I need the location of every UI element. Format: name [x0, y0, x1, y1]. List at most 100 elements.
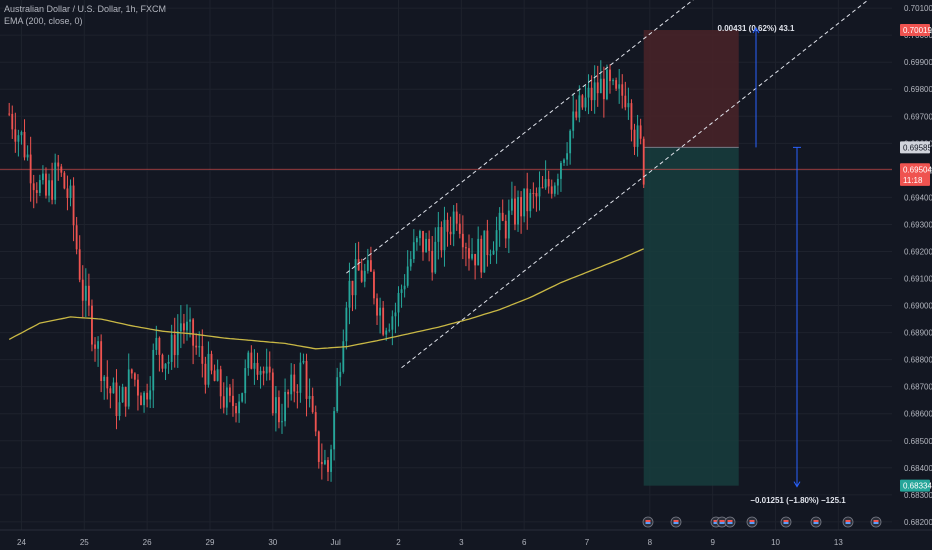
time-tick-label: 9	[710, 538, 715, 547]
candle	[241, 392, 244, 403]
candle	[152, 343, 155, 409]
price-badge[interactable]: 0.69504	[900, 163, 932, 176]
arrow-up-icon	[752, 27, 760, 34]
candle	[173, 317, 176, 368]
price-tick-label: 0.69700	[904, 112, 932, 121]
price-badge[interactable]: 0.69585	[900, 141, 932, 154]
candle	[274, 385, 277, 432]
ema-line	[8, 248, 644, 350]
price-tick-label: 0.69100	[904, 275, 932, 284]
candle	[446, 212, 449, 247]
candle	[434, 227, 437, 275]
candle	[339, 362, 342, 386]
position-tool[interactable]	[0, 30, 892, 486]
candle	[553, 182, 556, 197]
candle	[250, 345, 253, 370]
candle	[35, 182, 38, 204]
price-badge-label: 11:18	[903, 176, 923, 185]
candle	[495, 216, 498, 264]
candle	[189, 307, 191, 338]
candle	[587, 74, 590, 115]
price-tick-label: 0.69400	[904, 193, 932, 202]
candle	[584, 85, 587, 112]
candle	[609, 64, 611, 94]
time-tick-label: 25	[80, 538, 89, 547]
time-tick-label: 3	[459, 538, 464, 547]
candle	[271, 368, 274, 416]
candle	[606, 64, 608, 101]
candle	[207, 341, 210, 388]
candle	[238, 393, 241, 423]
candle	[581, 94, 584, 110]
candle	[483, 230, 486, 273]
flag-icon[interactable]	[724, 516, 736, 528]
candle	[182, 313, 185, 344]
candle	[397, 286, 400, 327]
take-profit-zone[interactable]	[643, 147, 739, 486]
flag-icon[interactable]	[670, 516, 682, 528]
candle	[572, 93, 575, 139]
candle	[373, 269, 375, 305]
flag-icon[interactable]	[716, 516, 728, 528]
candle	[158, 336, 161, 372]
candle	[541, 175, 544, 189]
candle	[425, 232, 427, 253]
candle	[633, 123, 636, 156]
candle	[140, 392, 142, 406]
indicator-title[interactable]: EMA (200, close, 0)	[4, 16, 83, 26]
candle	[78, 235, 81, 283]
price-tick-label: 0.68200	[904, 518, 932, 527]
candle	[504, 214, 507, 249]
price-badge-label: 0.69504	[903, 165, 932, 174]
channel-upper-line[interactable]	[346, 0, 892, 274]
candle	[219, 365, 222, 409]
flag-icon[interactable]	[842, 516, 854, 528]
flag-icon[interactable]	[642, 516, 654, 528]
price-badge[interactable]: 0.70019	[900, 24, 932, 37]
economic-events[interactable]	[642, 516, 882, 528]
candle	[422, 230, 424, 261]
channel-lower-line[interactable]	[401, 0, 892, 369]
price-tick-label: 0.68900	[904, 329, 932, 338]
price-axis[interactable]: 0.701000.700000.699000.698000.697000.696…	[892, 0, 932, 550]
candle	[382, 301, 385, 337]
candle	[461, 215, 464, 260]
candle	[268, 351, 271, 381]
candle	[333, 407, 336, 461]
candle	[179, 305, 182, 349]
flag-icon[interactable]	[780, 516, 792, 528]
candle	[575, 99, 578, 121]
flag-icon[interactable]	[870, 516, 882, 528]
candle	[45, 167, 47, 199]
candle	[253, 349, 256, 385]
candle	[94, 337, 96, 362]
candle	[112, 377, 115, 394]
candle	[618, 68, 621, 104]
candle	[146, 383, 149, 408]
stop-loss-zone[interactable]	[643, 30, 739, 148]
candle	[443, 206, 446, 267]
candle	[593, 65, 596, 114]
candle	[415, 236, 418, 251]
price-tick-label: 0.69900	[904, 58, 932, 67]
candle	[84, 268, 87, 318]
time-axis[interactable]: 24 25 26 29 30 Jul 2 3 6 7 8 9 10 13	[0, 529, 932, 547]
candle	[109, 385, 112, 409]
trend-channel[interactable]	[346, 0, 892, 369]
flag-icon[interactable]	[746, 516, 758, 528]
candle	[20, 130, 23, 145]
candle	[449, 216, 452, 246]
measure-tool[interactable]: 0.00431 (0.62%) 43.1 −0.01251 (−1.80%) −…	[718, 24, 847, 505]
candle	[501, 199, 504, 222]
candle	[369, 246, 372, 272]
symbol-title[interactable]: Australian Dollar / U.S. Dollar, 1h, FXC…	[4, 4, 167, 14]
candle	[103, 375, 106, 400]
candle	[471, 238, 473, 261]
arrow-down-icon	[793, 481, 801, 488]
price-badge[interactable]: 11:18	[900, 173, 930, 186]
candle	[492, 241, 495, 255]
candle	[550, 179, 553, 199]
price-badge[interactable]: 0.68334	[900, 479, 932, 492]
flag-icon[interactable]	[810, 516, 822, 528]
